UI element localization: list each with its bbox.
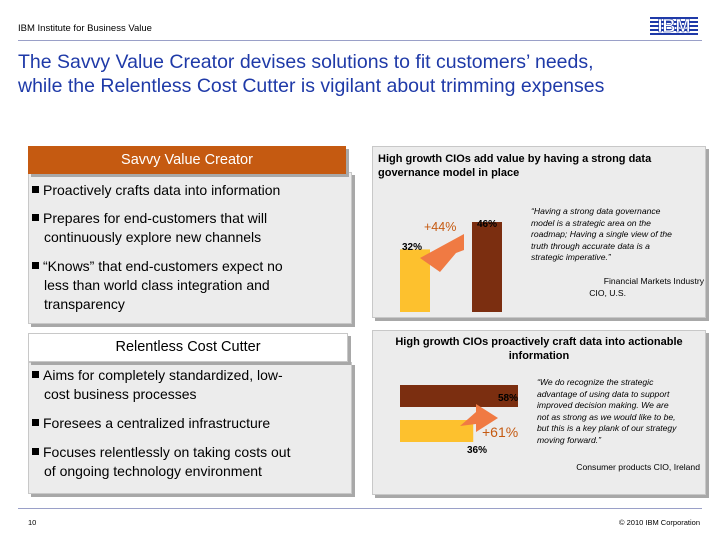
footer-rule bbox=[18, 508, 702, 509]
cutter-bullet-3: Focuses relentlessly on taking costs out… bbox=[32, 443, 352, 481]
savvy-heading: Savvy Value Creator bbox=[28, 146, 346, 174]
growth-arrow bbox=[420, 234, 464, 272]
org-name: IBM Institute for Business Value bbox=[18, 23, 152, 34]
cutter-heading-label: Relentless Cost Cutter bbox=[115, 339, 261, 355]
governance-high-label: 46% bbox=[477, 219, 498, 230]
actionable-heading: High growth CIOs proactively craft data … bbox=[395, 336, 683, 362]
page-title: The Savvy Value Creator devises solution… bbox=[18, 50, 708, 98]
savvy-panel bbox=[28, 172, 352, 324]
svg-text:IBM: IBM bbox=[658, 16, 691, 36]
growth-arrow bbox=[460, 404, 498, 432]
actionable-chart bbox=[400, 385, 518, 442]
governance-heading: High growth CIOs add value by having a s… bbox=[378, 153, 652, 179]
governance-chart bbox=[400, 222, 502, 312]
actionable-bar-low bbox=[400, 420, 474, 442]
actionable-bar-high bbox=[400, 385, 518, 407]
governance-growth-label: +44% bbox=[424, 220, 457, 234]
actionable-panel bbox=[372, 330, 706, 495]
actionable-low-label: 36% bbox=[467, 445, 488, 456]
governance-low-label: 32% bbox=[402, 242, 423, 253]
cutter-bullet-2: Foresees a centralized infrastructure bbox=[32, 414, 352, 433]
title-line-1: The Savvy Value Creator devises solution… bbox=[18, 51, 594, 73]
actionable-quote: “We do recognize the strategic advantage… bbox=[537, 377, 677, 445]
savvy-heading-label: Savvy Value Creator bbox=[121, 152, 253, 168]
bullet-icon bbox=[32, 186, 39, 193]
governance-quote: “Having a strong data governance model i… bbox=[531, 206, 672, 262]
bullet-icon bbox=[32, 214, 39, 221]
actionable-attribution: Consumer products CIO, Ireland bbox=[576, 462, 700, 472]
bullet-icon bbox=[32, 419, 39, 426]
page-number: 10 bbox=[28, 518, 37, 527]
savvy-bullet-3: “Knows” that end-customers expect no les… bbox=[32, 257, 352, 314]
cutter-heading: Relentless Cost Cutter bbox=[28, 333, 348, 362]
governance-bar-high bbox=[472, 222, 502, 312]
actionable-high-label: 58% bbox=[498, 393, 519, 404]
header-rule bbox=[18, 40, 702, 41]
copyright: © 2010 IBM Corporation bbox=[619, 518, 700, 527]
bullet-icon bbox=[32, 448, 39, 455]
savvy-bullet-2: Prepares for end-customers that will con… bbox=[32, 209, 352, 247]
cutter-panel bbox=[28, 362, 352, 494]
cutter-bullet-1: Aims for completely standardized, low- c… bbox=[32, 366, 352, 404]
title-line-2: while the Relentless Cost Cutter is vigi… bbox=[18, 75, 605, 97]
bullet-icon bbox=[32, 371, 39, 378]
savvy-bullet-1: Proactively crafts data into information bbox=[32, 181, 352, 200]
ibm-logo: IBM bbox=[650, 16, 698, 36]
actionable-growth-label: +61% bbox=[482, 424, 519, 440]
bullet-icon bbox=[32, 262, 39, 269]
governance-attribution: Financial Markets Industry CIO, U.S. bbox=[589, 276, 704, 298]
